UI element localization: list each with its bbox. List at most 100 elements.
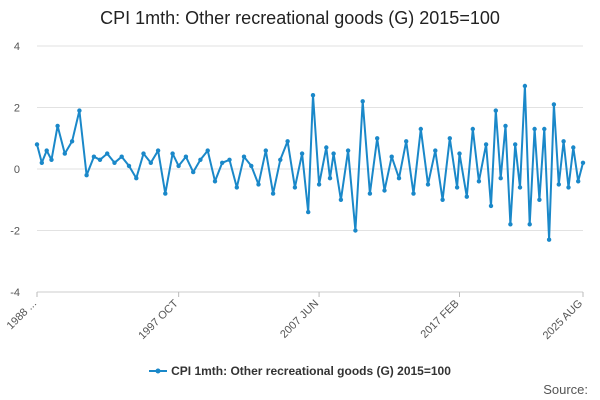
y-tick-label: -4 <box>10 287 20 299</box>
series-line <box>36 85 584 241</box>
y-axis: 4 2 0 -2 -4 <box>10 41 20 299</box>
data-point <box>256 182 261 187</box>
data-point <box>454 185 460 190</box>
x-tick-label: 2007 JUN <box>278 298 321 341</box>
data-point <box>77 108 82 113</box>
data-point <box>141 151 146 156</box>
data-point <box>537 197 542 202</box>
data-point <box>483 142 489 147</box>
legend-label: CPI 1mth: Other recreational goods (G) 2… <box>171 364 451 378</box>
y-tick-label: -2 <box>10 226 20 238</box>
data-point <box>425 182 431 187</box>
data-point <box>183 154 189 159</box>
data-point <box>353 228 358 233</box>
data-point <box>84 173 89 178</box>
series-line-path <box>36 85 584 241</box>
data-point <box>566 185 571 190</box>
data-point <box>227 157 232 162</box>
y-tick-label: 4 <box>14 41 20 53</box>
data-point <box>263 148 268 153</box>
data-point <box>62 151 67 156</box>
data-point <box>382 188 387 193</box>
data-point <box>55 123 60 129</box>
data-point <box>404 139 409 144</box>
chart-title: CPI 1mth: Other recreational goods (G) 2… <box>100 8 500 28</box>
data-point <box>345 148 351 153</box>
data-point <box>571 145 576 150</box>
data-point <box>522 83 528 89</box>
data-point <box>205 148 210 153</box>
y-tick-label: 2 <box>14 103 20 115</box>
data-point <box>470 126 475 132</box>
data-point <box>418 126 423 132</box>
data-point <box>476 179 482 184</box>
x-tick-label: 2017 FEB <box>419 298 462 341</box>
data-point <box>389 154 394 159</box>
x-tick-label: 1997 OCT <box>136 297 181 342</box>
data-point <box>493 108 498 113</box>
data-point <box>270 191 276 196</box>
data-point <box>285 139 290 144</box>
data-point <box>119 154 124 159</box>
data-point <box>488 203 494 209</box>
data-point <box>278 157 283 162</box>
data-point <box>212 179 218 184</box>
data-point <box>580 160 586 165</box>
data-point <box>324 145 329 150</box>
data-point <box>331 151 336 156</box>
x-tick-label: 1988 ... <box>5 298 39 332</box>
data-point <box>503 123 508 129</box>
data-point <box>176 163 181 169</box>
data-point <box>134 176 139 181</box>
data-point <box>91 154 97 159</box>
data-point <box>561 139 566 144</box>
data-point <box>316 182 322 187</box>
data-point <box>69 139 75 144</box>
data-point <box>517 185 523 190</box>
data-point <box>375 136 380 141</box>
series-points <box>34 83 586 242</box>
legend-swatch-icon <box>149 368 168 374</box>
data-point <box>112 160 117 165</box>
x-axis: 1988 ... 1997 OCT 2007 JUN 2017 FEB 2025 AUG <box>5 291 585 342</box>
data-point <box>155 148 161 153</box>
data-point <box>292 185 298 190</box>
data-point <box>532 126 537 132</box>
data-point <box>542 126 547 132</box>
data-point <box>126 163 132 169</box>
data-point <box>556 182 561 187</box>
data-point <box>44 148 49 153</box>
data-point <box>457 151 462 156</box>
data-point <box>299 151 305 156</box>
data-point <box>249 163 254 169</box>
data-point <box>498 176 503 181</box>
data-point <box>220 160 225 165</box>
data-point <box>447 136 452 141</box>
data-point <box>191 169 196 175</box>
data-point <box>433 148 438 153</box>
data-point <box>170 151 175 156</box>
data-point <box>527 222 532 227</box>
data-point <box>551 102 557 107</box>
data-point <box>310 93 316 98</box>
data-point <box>97 157 103 162</box>
data-point <box>327 176 333 181</box>
data-point <box>440 197 445 202</box>
x-tick-label: 2025 AUG <box>541 298 585 342</box>
data-point <box>360 99 365 104</box>
y-tick-label: 0 <box>14 164 20 176</box>
data-point <box>198 157 203 162</box>
data-point <box>234 185 239 190</box>
data-point <box>396 176 402 181</box>
data-point <box>576 179 581 184</box>
legend[interactable]: CPI 1mth: Other recreational goods (G) 2… <box>0 364 600 378</box>
data-point <box>367 191 373 196</box>
data-point <box>513 142 518 147</box>
data-point <box>49 157 54 162</box>
data-point <box>39 160 44 165</box>
data-point <box>411 191 416 196</box>
data-point <box>105 151 110 156</box>
data-point <box>464 194 469 199</box>
data-point <box>163 191 168 196</box>
